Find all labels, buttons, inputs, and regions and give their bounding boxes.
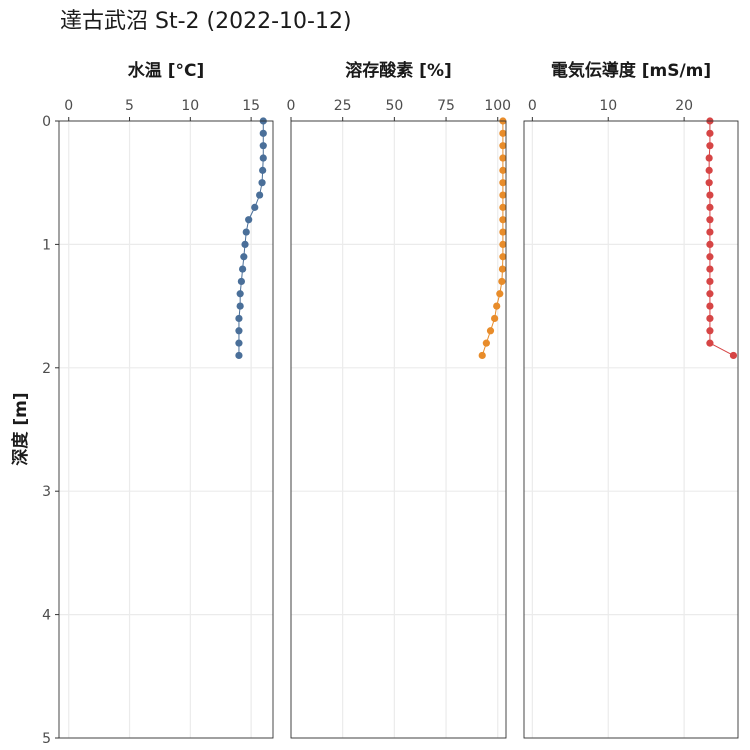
x-tick-label: 10 bbox=[181, 98, 199, 114]
data-point bbox=[239, 265, 247, 273]
chart-title: 達古武沼 St-2 (2022-10-12) bbox=[60, 9, 352, 34]
data-point bbox=[258, 179, 266, 187]
depth-axis-title: 深度 [m] bbox=[10, 392, 31, 465]
panel-frame bbox=[523, 120, 739, 739]
panel-2: 溶存酸素 [%] 0 25 50 75 100 bbox=[287, 60, 511, 739]
x-tick-label: 75 bbox=[437, 98, 455, 114]
data-point bbox=[498, 277, 506, 286]
data-point bbox=[706, 277, 714, 286]
data-point bbox=[491, 314, 499, 323]
data-point bbox=[498, 265, 507, 273]
data-point bbox=[706, 129, 714, 137]
y-tick-label: 3 bbox=[42, 484, 51, 500]
data-point bbox=[259, 166, 267, 174]
y-tick-label: 0 bbox=[42, 114, 51, 130]
data-point bbox=[235, 339, 243, 347]
x-tick-label: 0 bbox=[528, 98, 537, 114]
panel-title: 溶存酸素 [%] bbox=[345, 60, 452, 81]
data-point bbox=[236, 302, 244, 310]
y-tick-label: 4 bbox=[42, 608, 51, 624]
data-point bbox=[259, 142, 267, 150]
data-point bbox=[706, 240, 714, 248]
data-point bbox=[499, 228, 507, 236]
depth-axis: 0 1 2 3 4 5 bbox=[42, 114, 59, 747]
data-point bbox=[706, 302, 714, 310]
panel-frame bbox=[290, 120, 507, 739]
data-point bbox=[245, 216, 253, 224]
data-point bbox=[499, 179, 507, 187]
data-point bbox=[706, 265, 714, 273]
data-point bbox=[499, 253, 507, 261]
panel-title: 水温 [°C] bbox=[128, 60, 204, 81]
x-tick-label: 10 bbox=[599, 98, 617, 114]
x-tick-label: 100 bbox=[484, 98, 511, 114]
data-point bbox=[706, 142, 714, 150]
x-tick-label: 15 bbox=[242, 98, 260, 114]
data-point bbox=[705, 154, 713, 162]
data-point bbox=[499, 166, 507, 174]
y-tick-label: 2 bbox=[42, 361, 51, 377]
data-point bbox=[478, 351, 486, 360]
x-tick-label: 0 bbox=[64, 98, 73, 114]
data-point bbox=[256, 191, 264, 199]
x-tick-label: 25 bbox=[334, 98, 352, 114]
data-point bbox=[235, 351, 243, 360]
x-tick-label: 0 bbox=[287, 98, 296, 114]
data-point bbox=[706, 327, 714, 335]
x-tick-label: 50 bbox=[385, 98, 403, 114]
panel-1: 水温 [°C] 0 5 10 15 bbox=[58, 60, 274, 739]
x-tick-label: 5 bbox=[125, 98, 134, 114]
data-point bbox=[236, 290, 244, 298]
data-point bbox=[729, 351, 738, 360]
data-point bbox=[240, 253, 248, 261]
data-point bbox=[486, 327, 495, 335]
data-point bbox=[499, 154, 507, 162]
data-point bbox=[706, 216, 714, 224]
data-point bbox=[706, 290, 714, 298]
data-point bbox=[259, 129, 267, 137]
data-point bbox=[705, 179, 713, 187]
data-point bbox=[242, 228, 250, 236]
data-point bbox=[259, 154, 267, 162]
data-point bbox=[706, 228, 714, 236]
data-point bbox=[499, 203, 507, 211]
data-point bbox=[499, 216, 507, 224]
panel-title: 電気伝導度 [mS/m] bbox=[551, 60, 711, 81]
data-point bbox=[499, 142, 507, 150]
data-point bbox=[706, 191, 714, 199]
data-point bbox=[706, 339, 714, 347]
data-point bbox=[706, 314, 714, 323]
data-point bbox=[499, 240, 507, 248]
data-point bbox=[499, 129, 507, 137]
data-point bbox=[706, 203, 714, 211]
data-point bbox=[235, 327, 243, 335]
panel-frame bbox=[58, 120, 274, 739]
y-tick-label: 5 bbox=[42, 731, 51, 747]
data-point bbox=[496, 290, 504, 298]
data-point bbox=[499, 191, 507, 199]
data-point bbox=[241, 240, 249, 248]
x-tick-label: 20 bbox=[675, 98, 693, 114]
y-tick-label: 1 bbox=[42, 237, 51, 253]
data-point bbox=[251, 203, 259, 211]
data-point bbox=[706, 253, 714, 261]
data-point bbox=[235, 314, 243, 323]
data-point bbox=[237, 277, 245, 286]
data-point bbox=[482, 339, 490, 347]
data-point bbox=[705, 166, 713, 174]
panel-3: 電気伝導度 [mS/m] 0 10 20 bbox=[523, 60, 739, 739]
data-point bbox=[493, 302, 501, 310]
